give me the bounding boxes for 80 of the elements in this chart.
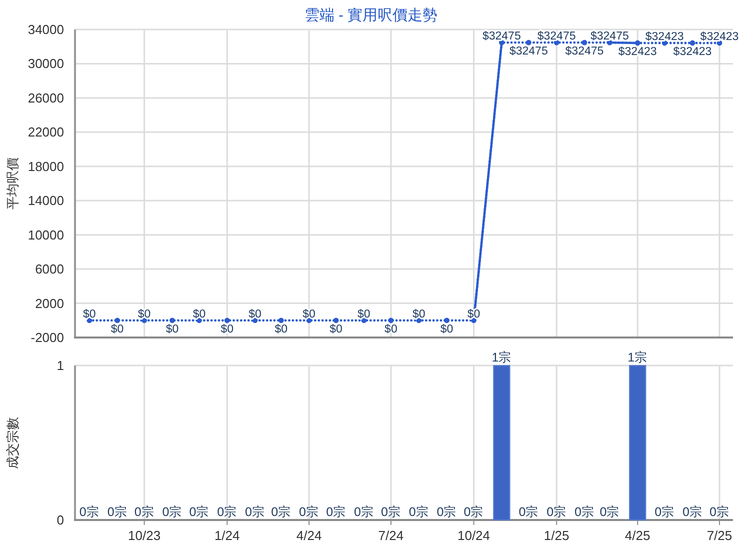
data-label: 1宗 <box>628 350 648 364</box>
x-tick-label: 10/23 <box>128 528 161 543</box>
data-label: $0 <box>192 308 206 320</box>
data-label: 0宗 <box>600 504 620 519</box>
y-tick-label: 30000 <box>28 56 64 72</box>
y-tick-label: 34000 <box>28 22 64 37</box>
data-label: 0宗 <box>189 504 210 519</box>
x-tick-label: 10/24 <box>457 528 490 543</box>
data-label: 0宗 <box>654 504 675 519</box>
chart-title: 雲端 - 實用呎價走勢 <box>304 7 438 24</box>
point <box>114 318 120 324</box>
data-label: 1宗 <box>492 350 512 364</box>
point <box>170 318 175 324</box>
data-label: $32423 <box>645 30 684 43</box>
data-label: 0宗 <box>682 504 702 519</box>
data-label: $0 <box>83 308 96 320</box>
data-label: $0 <box>302 308 316 320</box>
x-tick-label: 1/24 <box>214 528 240 543</box>
point <box>333 318 339 324</box>
point <box>690 40 696 46</box>
data-label: $32423 <box>700 30 739 43</box>
data-label: $32475 <box>482 30 521 43</box>
data-label: $0 <box>138 308 151 320</box>
data-label: $0 <box>220 323 234 336</box>
y-tick-label: 6000 <box>35 262 64 277</box>
data-label: 0宗 <box>107 504 128 519</box>
y-tick-label: 10000 <box>28 227 64 242</box>
y-tick-label: 18000 <box>28 158 64 174</box>
data-label: $0 <box>358 308 370 320</box>
data-label: 0宗 <box>271 504 292 519</box>
x-tick-label: 7/25 <box>706 528 732 543</box>
data-label: 0宗 <box>299 504 320 519</box>
x-tick-label: 1/25 <box>544 528 570 543</box>
y-tick-label: -2000 <box>30 330 64 345</box>
data-label: 0宗 <box>134 504 154 519</box>
data-label: $0 <box>330 323 342 336</box>
data-label: 0宗 <box>326 504 346 519</box>
data-label: 0宗 <box>574 504 594 519</box>
data-label: 0宗 <box>162 504 182 519</box>
data-label: 0宗 <box>79 504 100 519</box>
y-tick-label: 26000 <box>28 90 64 106</box>
data-label: $32475 <box>590 30 629 43</box>
point <box>444 318 450 324</box>
data-label: 0宗 <box>354 504 374 519</box>
data-label: $32475 <box>537 30 576 43</box>
data-label: $0 <box>110 323 124 336</box>
y-tick-label: 2000 <box>35 296 64 311</box>
data-label: 0宗 <box>518 504 539 519</box>
data-label: $0 <box>248 308 262 320</box>
data-label: 0宗 <box>245 504 266 519</box>
point <box>278 318 284 324</box>
data-label: 0宗 <box>710 504 730 519</box>
data-label: $0 <box>412 308 426 320</box>
data-label: $32475 <box>565 46 604 58</box>
y-tick-label: 1 <box>56 358 64 373</box>
data-label: $0 <box>440 323 454 336</box>
y-tick-label: 22000 <box>28 124 64 140</box>
data-label: 0宗 <box>380 504 401 519</box>
data-label: 0宗 <box>436 504 457 519</box>
point <box>526 40 532 46</box>
data-label: 0宗 <box>546 504 567 519</box>
point <box>224 318 230 324</box>
data-label: $32475 <box>509 46 548 58</box>
data-label: $0 <box>384 323 398 336</box>
data-label: $32423 <box>673 46 712 58</box>
point <box>388 318 394 324</box>
data-label: 0宗 <box>464 504 484 519</box>
y-tick-label: 14000 <box>28 193 64 208</box>
point <box>582 40 588 46</box>
y-tick-label: 0 <box>56 512 64 528</box>
y-axis-title: 平均呎價 <box>5 158 20 210</box>
x-tick-label: 4/24 <box>296 528 322 543</box>
data-label: 0宗 <box>217 504 238 519</box>
data-label: $0 <box>274 323 288 336</box>
x-tick-label: 4/25 <box>624 528 650 543</box>
data-label: $0 <box>166 323 179 336</box>
x-tick-label: 7/24 <box>378 528 404 543</box>
data-label: $32423 <box>618 46 657 58</box>
y-axis-title: 成交宗數 <box>5 416 20 469</box>
data-label: 0宗 <box>408 504 429 519</box>
